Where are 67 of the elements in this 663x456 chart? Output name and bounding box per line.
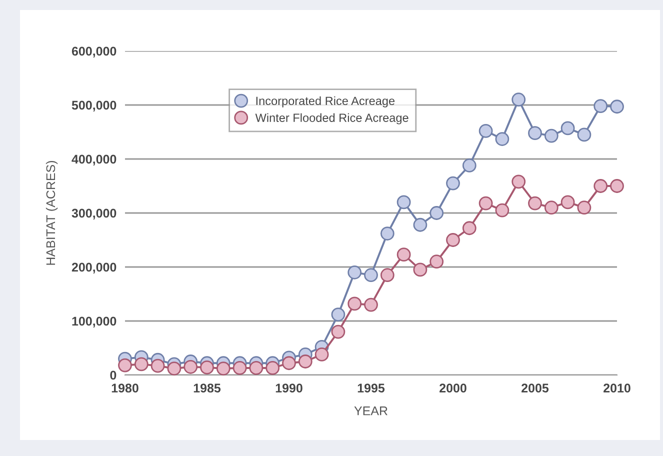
point xyxy=(462,158,476,172)
point xyxy=(348,265,362,280)
point xyxy=(380,268,394,282)
point xyxy=(150,358,165,373)
point xyxy=(512,174,526,189)
point xyxy=(544,200,558,215)
point xyxy=(413,262,428,277)
point xyxy=(298,354,312,368)
point xyxy=(446,176,460,190)
point xyxy=(118,358,132,372)
point xyxy=(184,360,198,374)
point xyxy=(396,248,411,262)
point xyxy=(528,126,542,140)
legend-label: Incorporated Rice Acreage xyxy=(256,96,395,108)
point xyxy=(528,196,542,210)
point xyxy=(167,362,182,376)
y-axis-title: HABITAT (ACRES) xyxy=(46,160,58,265)
point xyxy=(446,233,460,247)
y-tick-label: 400,000 xyxy=(72,154,116,166)
point xyxy=(577,128,592,142)
x-tick-label: 2010 xyxy=(604,384,630,393)
point xyxy=(331,308,346,322)
point xyxy=(348,296,362,311)
x-tick-label: 1985 xyxy=(194,384,221,393)
point xyxy=(577,200,592,215)
x-axis-title: YEAR xyxy=(354,406,388,416)
point xyxy=(282,356,296,370)
x-tick-label: 2000 xyxy=(440,384,466,393)
point xyxy=(560,195,575,210)
point xyxy=(430,254,444,269)
point xyxy=(560,121,575,136)
point xyxy=(364,268,378,282)
x-tick-label: 1980 xyxy=(112,384,138,393)
point xyxy=(314,348,329,362)
point xyxy=(134,357,148,372)
point xyxy=(413,218,428,232)
point xyxy=(495,203,510,218)
y-tick-label: 500,000 xyxy=(72,100,116,112)
point xyxy=(216,362,230,376)
x-tick-label: 1990 xyxy=(276,384,302,393)
point xyxy=(512,92,526,107)
point xyxy=(462,221,476,236)
point xyxy=(478,124,493,138)
x-tick-label: 1995 xyxy=(358,384,385,393)
point xyxy=(495,132,510,146)
point xyxy=(610,179,624,193)
y-tick-label: 600,000 xyxy=(72,46,116,58)
y-tick-label: 300,000 xyxy=(72,208,116,220)
point xyxy=(249,361,264,375)
point xyxy=(430,206,444,220)
point xyxy=(610,100,624,114)
y-tick-label: 100,000 xyxy=(72,316,116,328)
point xyxy=(544,128,558,143)
legend-label: Winter Flooded Rice Acreage xyxy=(255,113,408,124)
y-tick-label: 200,000 xyxy=(72,262,116,274)
y-tick-label: 0 xyxy=(110,370,116,380)
x-tick-label: 2005 xyxy=(522,384,549,393)
point xyxy=(200,360,214,374)
point xyxy=(478,196,493,210)
point xyxy=(380,226,394,240)
point xyxy=(266,361,280,375)
point xyxy=(232,361,247,375)
point xyxy=(594,99,608,114)
point xyxy=(364,298,378,312)
point xyxy=(396,195,411,210)
point xyxy=(331,324,346,339)
point xyxy=(594,179,608,193)
